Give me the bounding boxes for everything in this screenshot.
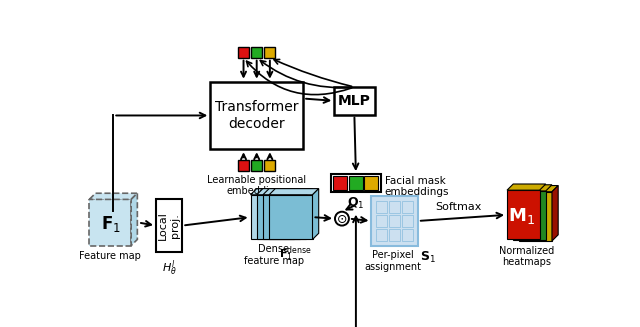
Bar: [376, 215, 387, 227]
Bar: [156, 199, 182, 252]
Polygon shape: [257, 189, 307, 195]
Text: Local
proj.: Local proj.: [158, 211, 180, 240]
Bar: [364, 176, 378, 190]
Bar: [210, 82, 303, 149]
Polygon shape: [507, 184, 546, 190]
Polygon shape: [257, 195, 300, 239]
Polygon shape: [507, 190, 540, 239]
Text: $\mathbf{F}^{\mathrm{dense}}_{1}$: $\mathbf{F}^{\mathrm{dense}}_{1}$: [279, 244, 312, 264]
Bar: [402, 215, 413, 227]
Bar: [331, 174, 381, 193]
Bar: [371, 196, 418, 246]
Bar: [252, 160, 262, 171]
Text: Facial mask
embeddings: Facial mask embeddings: [385, 176, 449, 197]
Bar: [402, 229, 413, 241]
Bar: [349, 176, 363, 190]
Bar: [376, 201, 387, 213]
Bar: [389, 201, 401, 213]
Polygon shape: [513, 191, 546, 240]
Bar: [238, 47, 249, 58]
Text: Dense
feature map: Dense feature map: [244, 244, 304, 266]
Text: Feature map: Feature map: [79, 251, 141, 261]
Polygon shape: [269, 189, 319, 195]
Text: Normalized
heatmaps: Normalized heatmaps: [499, 246, 554, 267]
Polygon shape: [131, 193, 138, 246]
Text: $\mathbf{Q}_{1}$: $\mathbf{Q}_{1}$: [347, 196, 365, 212]
Bar: [376, 229, 387, 241]
Polygon shape: [269, 195, 312, 239]
Text: $\mathbf{F}_{1}$: $\mathbf{F}_{1}$: [101, 214, 121, 234]
Text: Transformer
decoder: Transformer decoder: [215, 100, 298, 130]
Text: $\mathbf{M}_{1}$: $\mathbf{M}_{1}$: [508, 206, 535, 226]
Bar: [402, 201, 413, 213]
Bar: [389, 215, 401, 227]
Polygon shape: [263, 195, 307, 239]
Text: Per-pixel
assignment: Per-pixel assignment: [365, 250, 422, 272]
Text: $H^{l}_{\theta}$: $H^{l}_{\theta}$: [162, 258, 177, 278]
Circle shape: [335, 212, 349, 226]
Polygon shape: [312, 189, 319, 239]
Polygon shape: [513, 185, 552, 191]
Text: Softmax: Softmax: [435, 202, 482, 212]
Bar: [252, 47, 262, 58]
Text: MLP: MLP: [338, 94, 371, 108]
Bar: [264, 47, 275, 58]
Polygon shape: [552, 185, 558, 241]
Text: $\odot$: $\odot$: [336, 213, 348, 226]
Bar: [238, 160, 249, 171]
Text: $\mathbf{S}_{1}$: $\mathbf{S}_{1}$: [420, 250, 436, 265]
Polygon shape: [90, 193, 138, 199]
Polygon shape: [520, 185, 558, 192]
Text: Learnable positional
embeddings: Learnable positional embeddings: [207, 175, 307, 196]
Bar: [333, 176, 348, 190]
Bar: [334, 87, 374, 115]
Bar: [90, 199, 131, 246]
Polygon shape: [520, 192, 552, 241]
Polygon shape: [250, 195, 294, 239]
Bar: [264, 160, 275, 171]
Polygon shape: [263, 189, 312, 195]
Polygon shape: [250, 189, 300, 195]
Bar: [389, 229, 401, 241]
